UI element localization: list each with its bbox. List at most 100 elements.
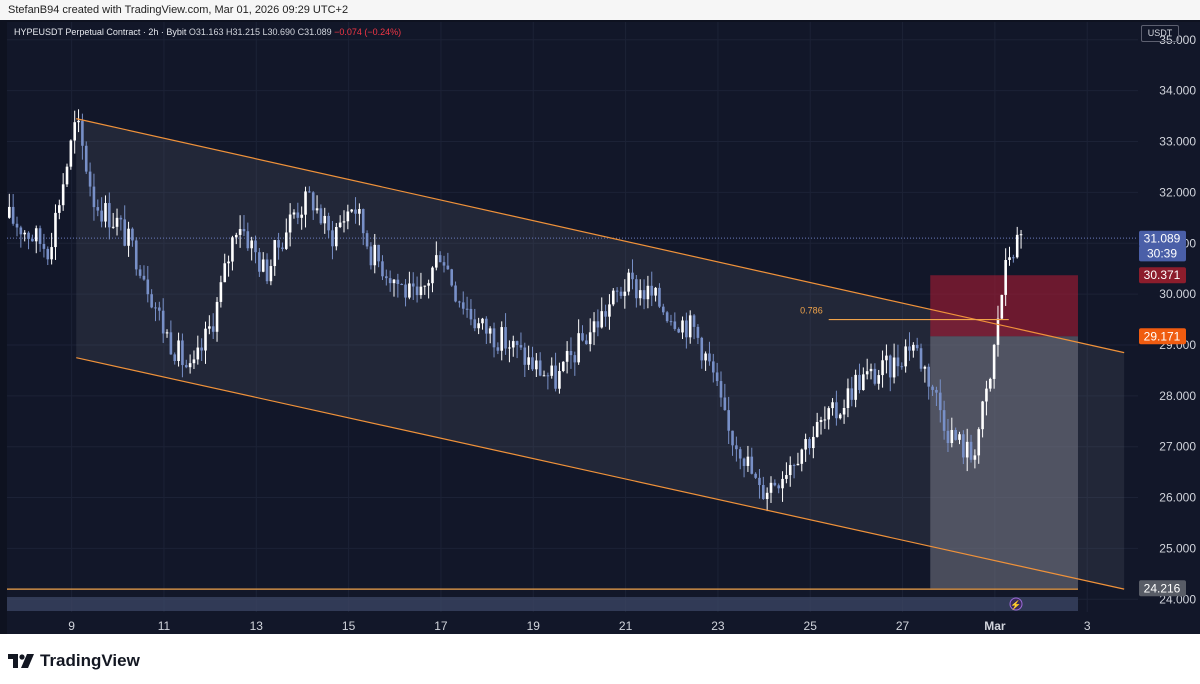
lightning-icon: ⚡: [1010, 599, 1021, 611]
candle-down: [88, 171, 92, 187]
channel-lower-line: [76, 357, 1125, 590]
event-marker-icon: [1009, 597, 1023, 611]
candle-down: [134, 240, 138, 270]
x-tick-label: Mar: [984, 619, 1006, 633]
candle-down: [277, 240, 280, 248]
candle-down: [546, 375, 550, 377]
candle-down: [242, 229, 246, 232]
candle-down: [750, 456, 754, 474]
candle-down: [919, 348, 923, 369]
candle-down: [454, 285, 457, 302]
y-tick-label: 26.000: [1159, 491, 1196, 505]
candle-up: [23, 232, 26, 235]
candle-up: [419, 286, 423, 296]
candle-up: [288, 214, 292, 233]
candle-down: [835, 402, 838, 419]
candle-down: [581, 333, 584, 341]
candle-up: [1008, 257, 1011, 260]
candle-up: [8, 206, 11, 218]
candle-down: [954, 430, 957, 440]
candle-up: [73, 122, 77, 141]
candle-down: [381, 261, 384, 277]
candle-up: [208, 326, 211, 329]
candle-up: [800, 449, 804, 464]
candle-up: [558, 371, 561, 389]
chart-legend: HYPEUSDT Perpetual Contract · 2h · Bybit…: [14, 27, 401, 37]
candle-down: [492, 328, 496, 348]
candle-up: [965, 441, 969, 458]
candle-up: [565, 351, 569, 362]
candle-up: [992, 344, 996, 379]
candle-down: [84, 145, 88, 172]
time-axis[interactable]: [7, 612, 1138, 634]
y-tick-label: 35.000: [1159, 33, 1196, 47]
candle-down: [154, 307, 157, 309]
candle-down: [246, 231, 250, 249]
candle-down: [361, 209, 365, 234]
candle-up: [54, 212, 57, 248]
candle-up: [227, 261, 230, 264]
price-label-box: [1139, 267, 1186, 284]
currency-button[interactable]: USDT: [1141, 25, 1179, 42]
candle-up: [261, 259, 265, 272]
tradingview-brand[interactable]: TradingView: [8, 651, 140, 671]
candle-down: [96, 207, 100, 211]
candle-up: [373, 244, 377, 266]
candle-down: [758, 477, 761, 486]
candle-up: [408, 283, 411, 298]
candle-up: [111, 226, 115, 228]
candle-up: [608, 304, 611, 317]
candle-up: [346, 211, 350, 222]
candle-down: [131, 228, 134, 241]
candle-down: [404, 284, 407, 298]
candle-up: [177, 340, 180, 361]
candle-down: [473, 319, 477, 329]
channel-fill: [76, 118, 1125, 590]
candle-up: [1004, 259, 1007, 295]
candle-up: [958, 434, 961, 440]
candle-down: [585, 340, 588, 345]
x-tick-label: 25: [804, 619, 818, 633]
candle-down: [888, 355, 892, 378]
candle-down: [377, 244, 380, 262]
candle-down: [658, 287, 661, 307]
candle-up: [646, 285, 650, 300]
candle-down: [938, 392, 942, 411]
candle-up: [892, 357, 896, 378]
candle-up: [435, 255, 438, 268]
candle-down: [308, 191, 311, 193]
candle-down: [396, 279, 400, 285]
candle-up: [304, 191, 307, 215]
candle-up: [988, 378, 992, 389]
candle-up: [785, 475, 788, 479]
candle-up: [973, 455, 977, 460]
x-tick-label: 15: [342, 619, 356, 633]
candle-down: [415, 286, 419, 296]
candle-down: [719, 381, 723, 398]
candlestick-chart[interactable]: 0.786⚡ 35.00034.00033.00032.00031.00030.…: [0, 0, 1200, 634]
candle-down: [900, 366, 904, 368]
candle-down: [411, 283, 415, 287]
candle-down: [388, 278, 392, 284]
candle-down: [42, 243, 46, 249]
price-axis[interactable]: [1138, 22, 1200, 634]
legend-open: O31.163: [188, 27, 224, 37]
candle-up: [165, 332, 169, 334]
price-label-text: 24.216: [1144, 581, 1181, 595]
candle-down: [792, 465, 796, 467]
legend-symbol: HYPEUSDT Perpetual Contract · 2h · Bybit: [14, 27, 187, 37]
candle-down: [642, 290, 646, 300]
candle-down: [319, 208, 323, 224]
x-tick-label: 23: [711, 619, 725, 633]
candle-down: [677, 328, 680, 333]
legend-high: H31.215: [225, 27, 260, 37]
candle-down: [669, 321, 673, 323]
candle-down: [969, 441, 973, 460]
candle-down: [773, 482, 777, 486]
candle-down: [515, 341, 519, 346]
candle-down: [108, 203, 111, 228]
stop-zone: [930, 275, 1078, 337]
candle-down: [727, 410, 730, 431]
price-label-box: [1139, 230, 1186, 247]
candle-up: [250, 240, 253, 249]
